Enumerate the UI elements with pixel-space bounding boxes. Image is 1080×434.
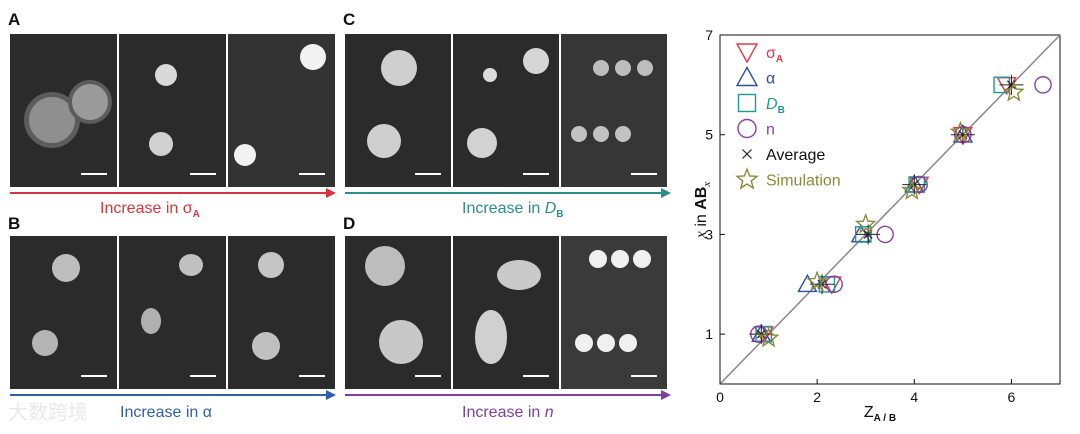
legend-label: σA xyxy=(766,45,783,65)
point-star xyxy=(949,120,972,142)
legend-marker-circle xyxy=(737,118,757,139)
panel-letter-a: A xyxy=(8,10,21,29)
panel-letter-d: D xyxy=(343,214,356,233)
arrow-d xyxy=(345,394,663,396)
micrograph-b1 xyxy=(10,236,117,389)
x-axis-label: ZA / B xyxy=(864,404,896,424)
arrow-c-head xyxy=(661,188,671,198)
x-tick-label: 6 xyxy=(1008,389,1016,405)
y-tick-label: 7 xyxy=(705,27,713,43)
arrow-a-head xyxy=(326,188,336,198)
arrow-c xyxy=(345,192,663,194)
point-circle xyxy=(1034,76,1052,94)
micrograph-b2 xyxy=(119,236,226,389)
point-star xyxy=(1003,80,1025,102)
micrograph-c2 xyxy=(453,34,559,187)
y-tick-label: 5 xyxy=(705,127,713,143)
y-tick-label: 3 xyxy=(705,226,713,242)
micrograph-b3 xyxy=(228,236,335,389)
micrograph-d3 xyxy=(561,236,667,389)
panel-letter-b: B xyxy=(8,214,21,233)
panel-letter-c: C xyxy=(343,10,356,29)
x-tick-label: 0 xyxy=(716,389,724,405)
point-star xyxy=(806,270,828,291)
arrow-b xyxy=(10,394,328,396)
micrograph-c1 xyxy=(345,34,451,187)
caption-d: Increase in n xyxy=(462,404,554,421)
arrow-b-head xyxy=(326,390,336,400)
plot-frame xyxy=(719,34,1061,385)
y-axis-label: x in ABx xyxy=(693,182,713,240)
caption-c: Increase in DB xyxy=(462,200,564,221)
x-tick-label: 4 xyxy=(910,389,918,405)
micrograph-d2 xyxy=(453,236,559,389)
y-tick-label: 1 xyxy=(705,326,713,342)
legend-marker-triangle-up xyxy=(735,66,759,87)
watermark: 大数跨境 xyxy=(8,402,88,424)
micrograph-a1 xyxy=(10,34,117,187)
micrograph-a2 xyxy=(119,34,226,187)
micrograph-c3 xyxy=(561,34,667,187)
caption-a: Increase in σA xyxy=(100,200,200,221)
micrograph-a3 xyxy=(228,34,335,187)
legend-label: n xyxy=(766,122,775,139)
legend-marker-x xyxy=(742,149,752,159)
micrograph-d1 xyxy=(345,236,451,389)
panel-c-images xyxy=(345,34,667,187)
legend-label: Simulation xyxy=(766,173,841,190)
legend-marker-star xyxy=(735,167,759,190)
arrow-d-head xyxy=(661,390,671,400)
arrow-a xyxy=(10,192,328,194)
legend-marker-triangle-down xyxy=(735,43,759,64)
legend-label: DB xyxy=(766,96,785,116)
point-star xyxy=(854,213,877,234)
point-star xyxy=(901,179,923,200)
panel-a-images xyxy=(10,34,335,187)
caption-b: Increase in α xyxy=(120,404,212,421)
point-star xyxy=(757,326,780,348)
point-x xyxy=(756,329,766,339)
panel-d-images xyxy=(345,236,667,389)
legend-marker-square xyxy=(737,93,757,113)
panel-b-images xyxy=(10,236,335,389)
legend-label: Average xyxy=(766,147,825,164)
point-triangle-up xyxy=(797,273,818,293)
legend-label: α xyxy=(766,71,775,88)
x-tick-label: 2 xyxy=(813,389,821,405)
